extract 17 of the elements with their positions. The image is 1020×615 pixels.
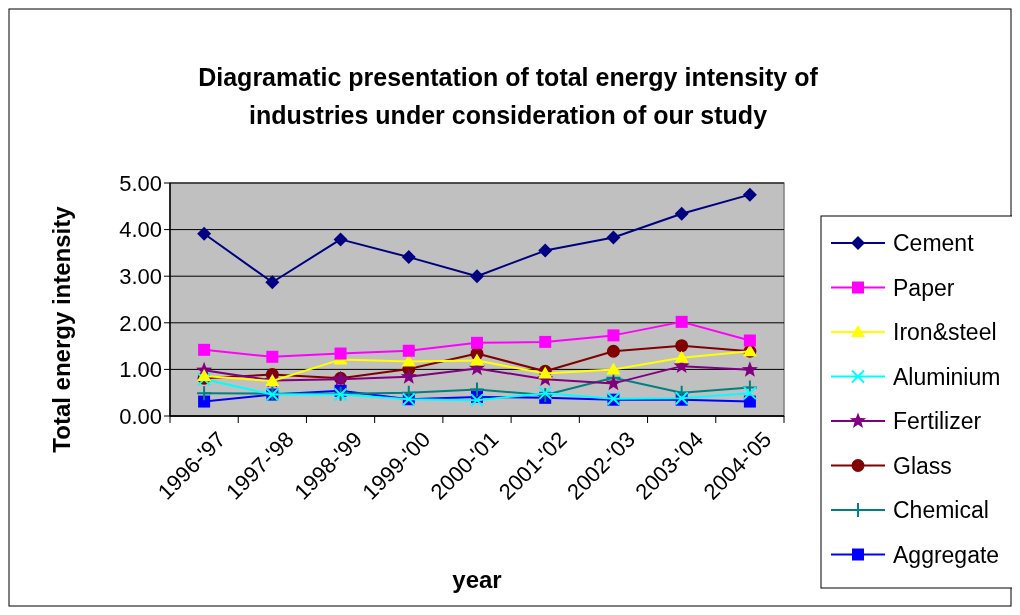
y-tick-label: 0.00 (119, 403, 162, 429)
legend-label: Iron&steel (893, 319, 997, 346)
legend-label: Chemical (893, 497, 989, 524)
y-tick-label: 5.00 (119, 170, 162, 196)
y-axis-title: Total energy intensity (48, 205, 75, 453)
chart-title: Diagramatic presentation of total energy intensity of industries under consideration of our study (198, 63, 819, 129)
x-axis-title: year (452, 566, 502, 593)
y-tick-label: 2.00 (119, 310, 162, 336)
legend-label: Paper (893, 274, 955, 301)
y-tick-label: 4.00 (119, 217, 162, 243)
legend-label: Aggregate (893, 541, 1000, 568)
legend-label: Aluminium (893, 363, 1001, 390)
y-tick-label: 3.00 (119, 263, 162, 289)
y-tick-label: 1.00 (119, 357, 162, 383)
legend-label: Fertilizer (893, 408, 982, 435)
legend-label: Cement (893, 230, 975, 257)
legend-label: Glass (893, 452, 952, 479)
